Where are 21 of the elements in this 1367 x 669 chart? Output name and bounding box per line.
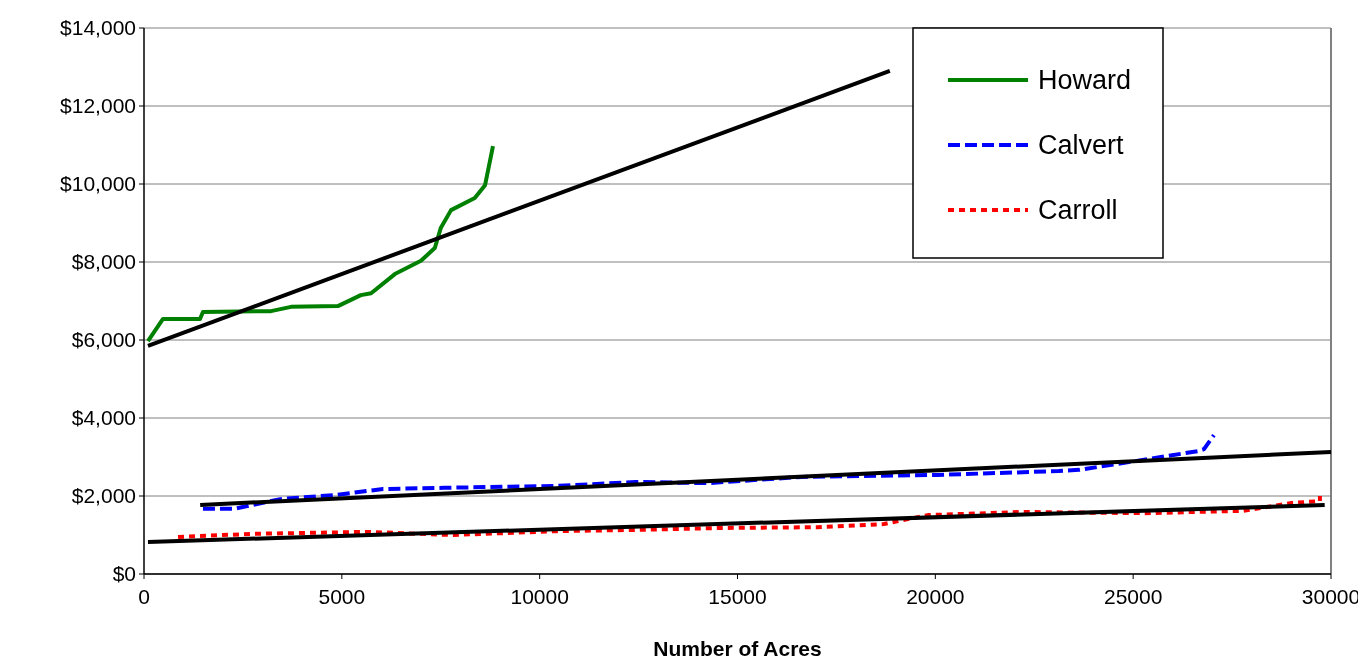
y-tick-label: $10,000: [60, 172, 136, 196]
y-tick-label: $4,000: [71, 406, 136, 430]
x-tick-label: 25000: [1103, 585, 1163, 608]
x-tick-label: 20000: [906, 585, 965, 608]
y-tick-label: $0: [112, 562, 136, 586]
y-tick-label: $14,000: [60, 16, 136, 40]
line-series: [200, 433, 1216, 511]
x-tick-label: 5000: [318, 585, 366, 608]
y-tick-label: $6,000: [71, 328, 136, 352]
legend-label: Carroll: [1038, 195, 1118, 226]
legend-label: Calvert: [1038, 130, 1125, 161]
x-axis-title: Number of Acres: [653, 637, 822, 660]
line-series: [176, 494, 1322, 539]
x-tick-label: 0: [138, 585, 150, 608]
y-tick-label: $8,000: [71, 250, 136, 274]
x-tick-label: 10000: [510, 585, 569, 608]
y-tick-label: $12,000: [60, 94, 136, 118]
x-tick-label: 15000: [708, 585, 767, 608]
y-tick-label: $2,000: [71, 484, 136, 508]
legend-label: Howard: [1038, 65, 1132, 96]
line-series: [145, 144, 495, 344]
